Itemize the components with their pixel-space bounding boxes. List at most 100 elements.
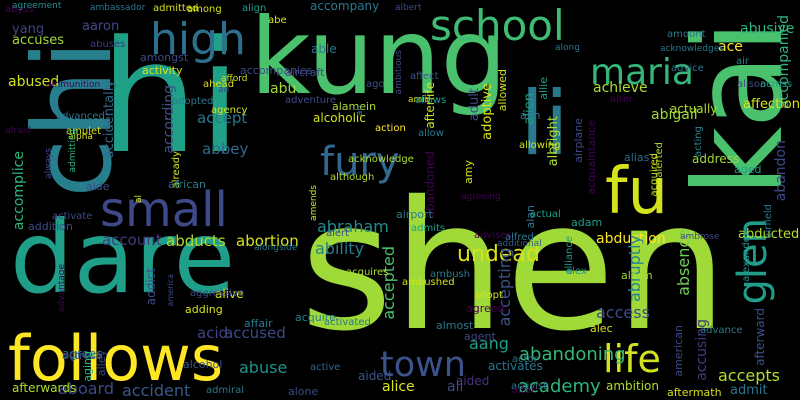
word-cloud-word: activates xyxy=(488,359,543,373)
word-cloud-word: advantage xyxy=(57,264,67,313)
word-cloud-word: alec xyxy=(590,322,613,335)
word-cloud-word: although xyxy=(330,172,375,183)
word-cloud-word: abused xyxy=(8,74,60,90)
word-cloud-word: adventure xyxy=(285,95,337,106)
word-cloud-word: agrees xyxy=(62,347,103,361)
word-cloud-word: aim xyxy=(520,109,541,122)
word-cloud-word: aide xyxy=(86,180,110,193)
word-cloud-word: allowing xyxy=(519,140,561,151)
word-cloud-word: activity xyxy=(142,64,183,77)
word-cloud-word: abducts xyxy=(166,232,226,250)
word-cloud-word: allowed xyxy=(496,69,509,112)
word-cloud-word: admits xyxy=(411,223,446,234)
word-cloud-word: alongside xyxy=(254,243,298,253)
word-cloud-word: alive xyxy=(215,287,244,301)
word-cloud-word: admiral xyxy=(206,385,245,396)
word-cloud-word: adult xyxy=(467,88,482,122)
word-cloud-word: ali xyxy=(447,379,464,395)
word-cloud-word: advanced xyxy=(56,111,105,122)
word-cloud-word: acquired xyxy=(649,153,660,197)
word-cloud-word: activated xyxy=(324,317,371,328)
word-cloud-word: alamein xyxy=(332,100,377,113)
word-cloud-word: abuse xyxy=(239,358,288,377)
word-cloud-word: aged xyxy=(734,163,762,176)
word-cloud-word: alone xyxy=(288,385,319,398)
word-cloud-word: adopted xyxy=(172,96,214,107)
word-cloud-word: ago xyxy=(366,79,385,90)
word-cloud-word: accomplice xyxy=(11,151,27,231)
word-cloud-word: amulet xyxy=(66,126,102,137)
word-cloud-word: alter xyxy=(610,94,634,105)
word-cloud-word: agent xyxy=(464,330,496,343)
word-cloud-word: amid xyxy=(408,95,431,105)
word-cloud-word: acknowledge xyxy=(348,154,414,165)
word-cloud-word: adoptive xyxy=(480,83,495,140)
word-cloud-word: american xyxy=(672,325,685,377)
word-cloud-word: accompanies xyxy=(240,64,313,77)
word-cloud-word: aggressive xyxy=(190,288,245,299)
word-cloud-word: kung xyxy=(250,0,508,118)
word-cloud-word: admitting xyxy=(68,129,78,173)
word-cloud-word: aided xyxy=(456,374,490,388)
word-cloud-word: albert xyxy=(395,3,422,13)
word-cloud-word: airport xyxy=(396,208,433,221)
word-cloud-word: accompany xyxy=(310,0,380,13)
word-cloud-word: alarm xyxy=(621,269,653,282)
word-cloud-word: aircraft xyxy=(285,66,325,79)
word-cloud-word: activist xyxy=(511,381,548,392)
word-cloud-word: advises xyxy=(474,230,512,241)
word-cloud-word: alexander xyxy=(741,232,752,282)
word-cloud-word: align xyxy=(242,3,267,14)
word-cloud-word: active xyxy=(310,362,341,373)
word-cloud-word: ambassador xyxy=(90,3,146,13)
word-cloud-word: alias xyxy=(624,151,650,164)
word-cloud-word: ah xyxy=(355,105,365,117)
word-cloud-word: ambitious xyxy=(394,50,404,95)
word-cloud-word: abu xyxy=(270,81,297,97)
word-cloud-word: accepted xyxy=(379,246,398,320)
word-cloud-word: ambition xyxy=(606,379,659,393)
word-cloud-word: life xyxy=(603,337,661,381)
word-cloud-word: accept xyxy=(197,109,248,127)
word-cloud-word: acknowledges xyxy=(660,44,724,54)
word-cloud-word: ambush xyxy=(430,269,471,280)
word-cloud-word: al xyxy=(134,195,144,204)
word-cloud-word: acting xyxy=(693,126,704,158)
word-cloud-word: alison xyxy=(737,79,767,90)
word-cloud-word: abusive xyxy=(740,21,795,37)
word-cloud-word: access xyxy=(596,303,650,322)
word-cloud-word: abe xyxy=(268,15,287,26)
word-cloud-word: actually xyxy=(670,102,718,116)
word-cloud-word: activate xyxy=(52,211,93,222)
word-cloud-word: aftermath xyxy=(667,386,722,399)
word-cloud-word: abandon xyxy=(773,140,789,202)
word-cloud-word: shen xyxy=(300,163,728,370)
word-cloud-word: affair xyxy=(244,317,273,330)
word-cloud-word: america xyxy=(166,274,175,307)
word-cloud-word: agreement xyxy=(12,1,62,11)
word-cloud-word: adopt xyxy=(474,290,503,301)
word-cloud-word: accuses xyxy=(12,33,65,48)
word-cloud-word: along xyxy=(555,43,580,53)
word-cloud-word: yang xyxy=(12,22,45,37)
word-cloud-word: abraham xyxy=(317,217,389,236)
word-cloud-word: action xyxy=(375,123,406,134)
word-cloud-word: town xyxy=(380,345,466,385)
word-cloud-word: high xyxy=(150,14,246,65)
word-cloud-word: addition xyxy=(28,220,73,233)
word-cloud-word: advice xyxy=(671,63,704,74)
word-cloud-word: air xyxy=(736,56,750,67)
word-cloud-word: allow xyxy=(418,128,444,139)
word-cloud-word: alex xyxy=(566,266,587,277)
word-cloud-word: alcoholic xyxy=(313,111,366,125)
word-cloud-word: able xyxy=(311,42,337,56)
word-cloud-word: ad xyxy=(218,85,230,95)
word-cloud-word: ambrose xyxy=(680,232,720,242)
word-cloud-word: agreed xyxy=(466,302,505,315)
word-cloud-word: almost xyxy=(436,319,474,332)
word-cloud-word: afraid xyxy=(5,126,32,136)
word-cloud-word: ahead xyxy=(203,79,235,90)
word-cloud-word: altar xyxy=(512,385,536,396)
word-cloud-word: alfred xyxy=(505,232,534,243)
word-cloud-word: aging xyxy=(81,351,94,382)
